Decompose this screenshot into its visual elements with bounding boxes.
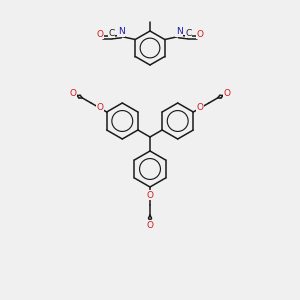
Text: C: C — [185, 28, 191, 38]
Text: N: N — [176, 28, 183, 37]
Text: O: O — [197, 103, 204, 112]
Text: O: O — [70, 89, 76, 98]
Text: O: O — [197, 30, 204, 39]
Text: C: C — [109, 28, 115, 38]
Text: O: O — [224, 89, 230, 98]
Text: O: O — [96, 30, 103, 39]
Text: N: N — [118, 28, 125, 37]
Text: O: O — [146, 190, 154, 200]
Text: O: O — [146, 221, 154, 230]
Text: O: O — [96, 103, 103, 112]
